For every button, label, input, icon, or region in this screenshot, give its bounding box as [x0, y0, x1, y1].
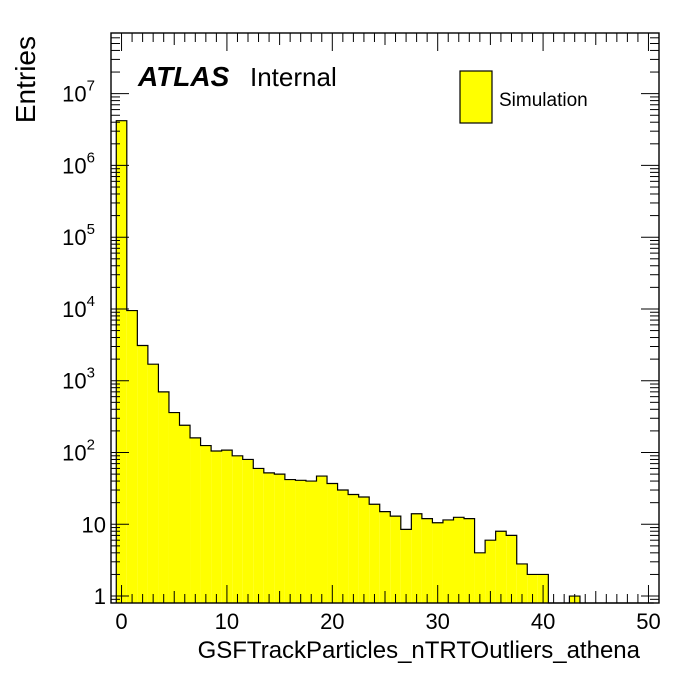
histogram-bin-38 — [516, 563, 528, 603]
histogram-bin-33 — [464, 518, 475, 603]
histogram-bin-9 — [211, 450, 222, 603]
axis-ticks — [110, 32, 660, 604]
histogram-bin-11 — [232, 455, 243, 603]
y-tick-label: 102 — [62, 437, 95, 466]
histogram-bin-6 — [179, 425, 191, 603]
y-tick-label: 104 — [62, 293, 95, 322]
histogram-bin-19 — [316, 476, 328, 603]
histogram-bin-15 — [274, 474, 285, 603]
histogram-bin-39 — [527, 574, 538, 603]
x-axis-label: GSFTrackParticles_nTRTOutliers_athena — [198, 637, 641, 664]
x-tick-label: 50 — [636, 609, 660, 634]
histogram-bin-20 — [327, 483, 338, 603]
histogram-bin-31 — [442, 519, 454, 603]
histogram-bin-13 — [253, 468, 264, 603]
atlas-label: ATLAS — [137, 61, 230, 92]
x-tick-label: 30 — [425, 609, 449, 634]
x-tick-label: 20 — [320, 609, 344, 634]
y-tick-label: 105 — [62, 221, 95, 250]
x-tick-labels: 0 10 20 30 40 50 — [115, 609, 660, 634]
histogram-bin-27 — [400, 529, 412, 603]
legend-swatch-simulation — [459, 70, 493, 124]
y-tick-label: 1 — [94, 584, 106, 609]
histogram-bin-26 — [390, 516, 401, 603]
histogram-bin-7 — [190, 437, 201, 603]
histogram-bin-22 — [348, 494, 359, 603]
histogram-bin-32 — [453, 517, 465, 603]
histogram-bin-8 — [200, 445, 212, 603]
histogram-bin-2 — [137, 345, 148, 603]
histogram-bin-28 — [411, 513, 422, 603]
histogram-bin-34 — [474, 552, 486, 603]
histogram-bin-12 — [242, 459, 254, 603]
y-tick-labels: 1 10 102 103 104 105 106 107 — [62, 78, 106, 609]
histogram-bin-14 — [263, 472, 275, 603]
legend-label-simulation: Simulation — [499, 90, 588, 111]
y-axis-label: Entries — [10, 36, 41, 123]
x-tick-label: 0 — [115, 609, 127, 634]
histogram-bin-18 — [305, 481, 317, 603]
histogram-bin-23 — [358, 496, 370, 603]
x-tick-label: 10 — [215, 609, 239, 634]
x-tick-label: 40 — [531, 609, 555, 634]
y-tick-label: 107 — [62, 78, 95, 107]
histogram-bin-24 — [369, 504, 380, 603]
histogram-bin-30 — [432, 522, 443, 603]
y-tick-label: 103 — [62, 365, 95, 394]
histogram-bin-0 — [116, 120, 127, 603]
histogram-bin-16 — [284, 479, 296, 603]
y-tick-label: 106 — [62, 149, 95, 178]
histogram-bin-36 — [495, 531, 507, 603]
y-tick-label: 10 — [82, 512, 106, 537]
histogram-bin-35 — [485, 540, 496, 603]
atlas-status-label: Internal — [250, 62, 337, 92]
histogram-bin-10 — [221, 450, 233, 603]
histogram-bin-29 — [421, 518, 433, 603]
histogram-outline — [115, 120, 654, 604]
histogram-bin-1 — [126, 310, 138, 603]
histogram-bin-5 — [168, 412, 180, 603]
histogram-bin-37 — [506, 535, 517, 603]
histogram-bin-4 — [158, 391, 169, 603]
histogram-bin-3 — [147, 364, 159, 603]
histogram-bin-21 — [337, 490, 349, 603]
histogram-bars — [116, 120, 580, 603]
histogram-bin-17 — [295, 480, 306, 603]
histogram-bin-25 — [379, 511, 391, 603]
